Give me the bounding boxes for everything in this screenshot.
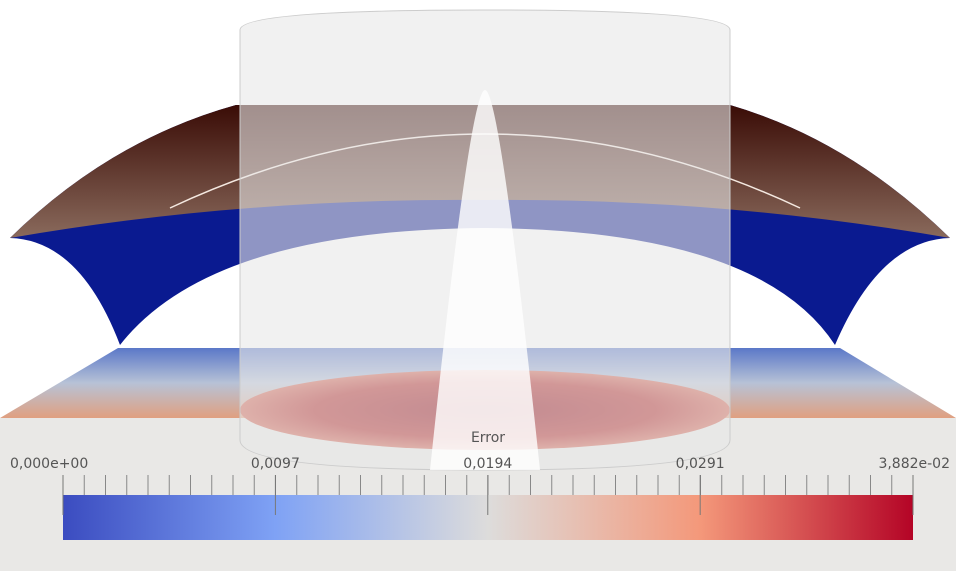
tick-label: 0,0291: [676, 456, 725, 472]
tick-label: 3,882e-02: [878, 456, 950, 472]
tick-label: 0,000e+00: [10, 456, 88, 472]
tick-label: 0,0194: [463, 456, 512, 472]
colorbar-title: Error: [471, 430, 505, 446]
tick-label: 0,0097: [251, 456, 300, 472]
peak: [430, 90, 540, 470]
